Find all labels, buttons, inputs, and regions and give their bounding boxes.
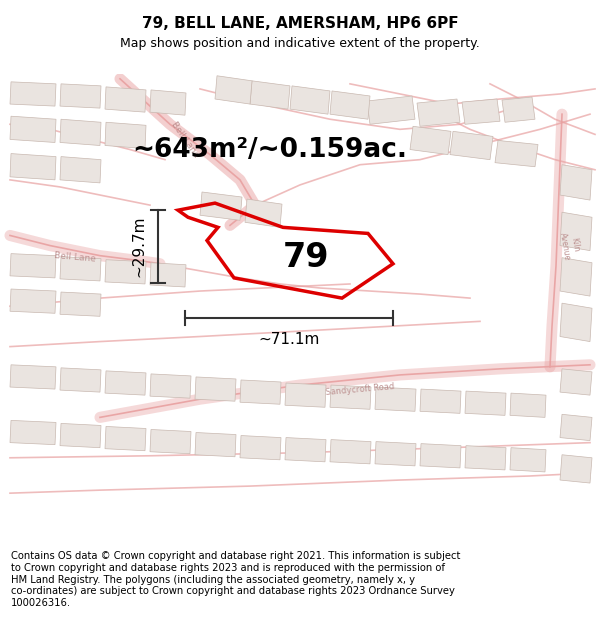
Text: 79: 79 bbox=[283, 241, 329, 274]
Polygon shape bbox=[375, 442, 416, 466]
Polygon shape bbox=[560, 455, 592, 483]
Polygon shape bbox=[150, 374, 191, 398]
Polygon shape bbox=[215, 76, 252, 104]
Polygon shape bbox=[510, 393, 546, 418]
Polygon shape bbox=[10, 116, 56, 142]
Text: Kiln
Avenue: Kiln Avenue bbox=[558, 230, 582, 261]
Polygon shape bbox=[560, 258, 592, 296]
Polygon shape bbox=[240, 380, 281, 404]
Polygon shape bbox=[285, 438, 326, 462]
Polygon shape bbox=[367, 96, 415, 124]
Polygon shape bbox=[150, 262, 186, 287]
Polygon shape bbox=[330, 385, 371, 409]
Text: Bell Lane: Bell Lane bbox=[54, 251, 96, 264]
Polygon shape bbox=[150, 429, 191, 454]
Polygon shape bbox=[450, 131, 493, 159]
Polygon shape bbox=[465, 391, 506, 416]
Polygon shape bbox=[420, 444, 461, 468]
Polygon shape bbox=[10, 289, 56, 313]
Polygon shape bbox=[60, 368, 101, 392]
Text: ~643m²/~0.159ac.: ~643m²/~0.159ac. bbox=[133, 136, 407, 162]
Polygon shape bbox=[10, 154, 56, 180]
Polygon shape bbox=[10, 82, 56, 106]
Text: ~71.1m: ~71.1m bbox=[259, 332, 320, 348]
Polygon shape bbox=[150, 90, 186, 115]
Polygon shape bbox=[105, 371, 146, 395]
Polygon shape bbox=[410, 126, 451, 154]
Polygon shape bbox=[60, 157, 101, 183]
Polygon shape bbox=[330, 439, 371, 464]
Text: Bell Lane: Bell Lane bbox=[169, 120, 200, 159]
Polygon shape bbox=[495, 141, 538, 167]
Polygon shape bbox=[560, 165, 592, 200]
Polygon shape bbox=[417, 99, 460, 126]
Polygon shape bbox=[195, 377, 236, 401]
Polygon shape bbox=[105, 426, 146, 451]
Polygon shape bbox=[105, 87, 146, 112]
Polygon shape bbox=[240, 436, 281, 460]
Polygon shape bbox=[60, 292, 101, 316]
Polygon shape bbox=[465, 446, 506, 470]
Polygon shape bbox=[560, 414, 592, 441]
Polygon shape bbox=[510, 448, 546, 472]
Polygon shape bbox=[60, 423, 101, 448]
Polygon shape bbox=[560, 303, 592, 342]
Polygon shape bbox=[462, 99, 500, 124]
Text: Map shows position and indicative extent of the property.: Map shows position and indicative extent… bbox=[120, 37, 480, 50]
Polygon shape bbox=[105, 122, 146, 149]
Polygon shape bbox=[560, 369, 592, 395]
Polygon shape bbox=[200, 192, 242, 220]
Polygon shape bbox=[502, 97, 535, 122]
Polygon shape bbox=[250, 81, 290, 109]
Text: Sandycroft Road: Sandycroft Road bbox=[325, 382, 395, 397]
Polygon shape bbox=[60, 257, 101, 281]
Polygon shape bbox=[330, 91, 370, 119]
Text: ~29.7m: ~29.7m bbox=[131, 216, 146, 278]
Polygon shape bbox=[10, 365, 56, 389]
Polygon shape bbox=[105, 260, 146, 284]
Polygon shape bbox=[285, 383, 326, 408]
Text: Contains OS data © Crown copyright and database right 2021. This information is : Contains OS data © Crown copyright and d… bbox=[11, 551, 460, 608]
Polygon shape bbox=[60, 119, 101, 146]
Polygon shape bbox=[10, 421, 56, 444]
Polygon shape bbox=[245, 199, 282, 228]
Polygon shape bbox=[420, 389, 461, 413]
Polygon shape bbox=[290, 86, 330, 114]
Polygon shape bbox=[375, 387, 416, 411]
Polygon shape bbox=[60, 84, 101, 108]
Text: 79, BELL LANE, AMERSHAM, HP6 6PF: 79, BELL LANE, AMERSHAM, HP6 6PF bbox=[142, 16, 458, 31]
Polygon shape bbox=[10, 254, 56, 278]
Polygon shape bbox=[195, 432, 236, 457]
Polygon shape bbox=[560, 213, 592, 251]
